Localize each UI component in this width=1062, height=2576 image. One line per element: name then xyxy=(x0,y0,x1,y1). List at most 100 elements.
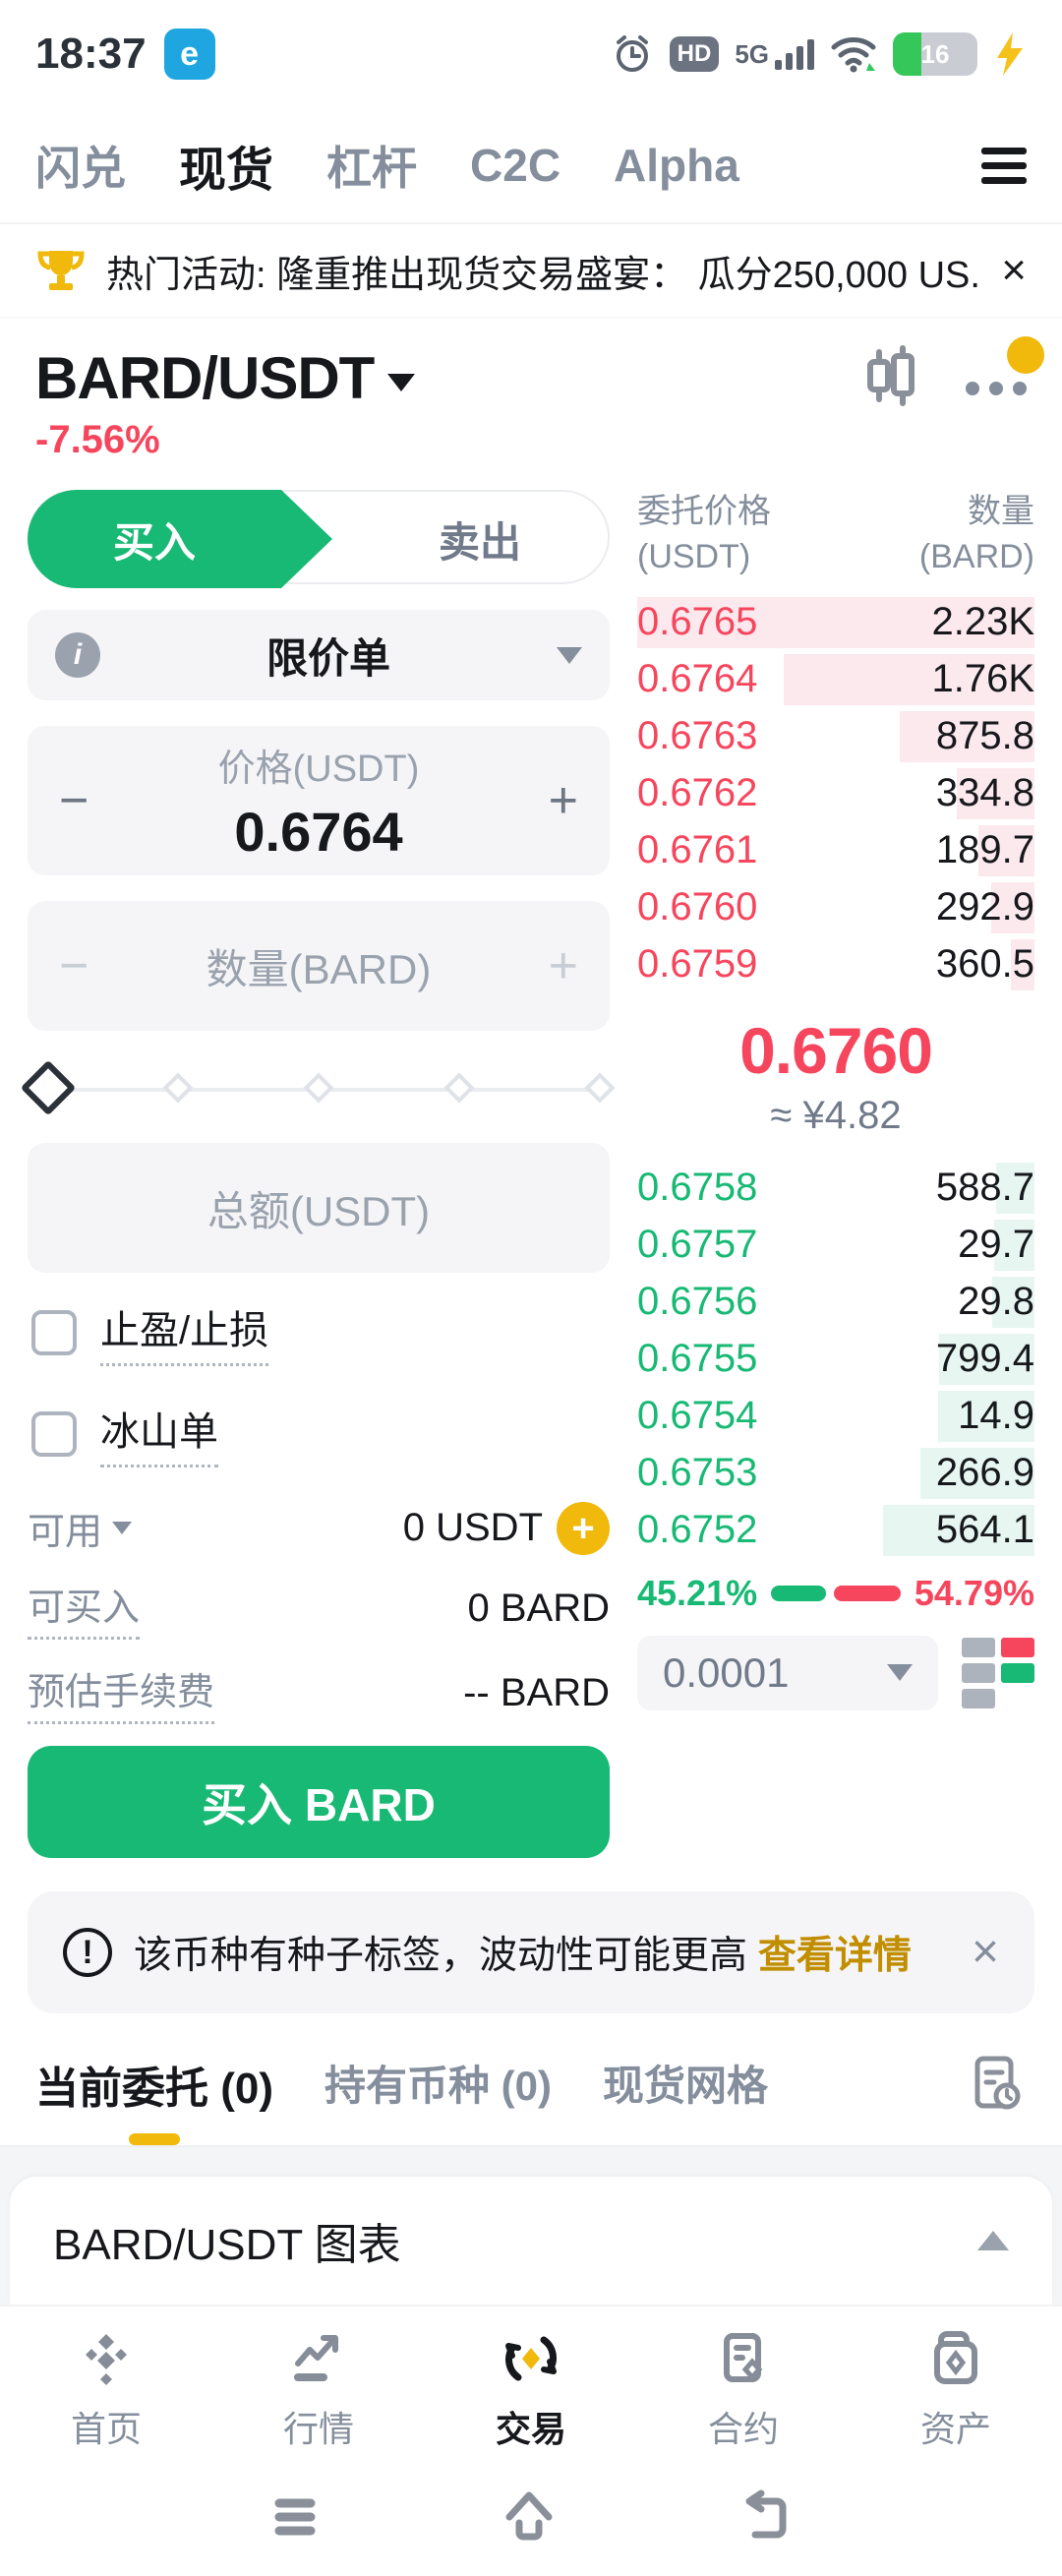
iceberg-label: 冰山单 xyxy=(100,1400,218,1468)
menu-icon[interactable] xyxy=(981,140,1027,192)
bottom-nav: 首页 行情 交易 合约 资产 xyxy=(0,2305,1062,2458)
android-home-icon[interactable] xyxy=(500,2487,559,2546)
ask-row[interactable]: 0.6765 2.23K xyxy=(637,594,1034,651)
tab-margin[interactable]: 杠杆 xyxy=(326,143,418,194)
depth-bar xyxy=(991,881,1034,933)
nav-home[interactable]: 首页 xyxy=(0,2326,212,2452)
deposit-plus-icon[interactable]: + xyxy=(557,1501,610,1555)
warning-close-icon[interactable]: × xyxy=(971,1926,999,1978)
order-history-icon[interactable] xyxy=(966,2053,1027,2114)
trophy-icon xyxy=(35,245,87,296)
tpsl-checkbox[interactable] xyxy=(31,1309,77,1355)
bid-row[interactable]: 0.6756 29.8 xyxy=(637,1274,1034,1331)
bid-row[interactable]: 0.6752 564.1 xyxy=(637,1502,1034,1559)
home-logo-icon xyxy=(86,2334,127,2385)
candlestick-chart-icon[interactable] xyxy=(859,344,922,407)
nav-trade[interactable]: 交易 xyxy=(425,2326,637,2452)
buy-submit-button[interactable]: 买入 BARD xyxy=(28,1746,610,1858)
iceberg-checkbox[interactable] xyxy=(31,1410,77,1457)
precision-select[interactable]: 0.0001 xyxy=(637,1635,938,1710)
tab-open-orders[interactable]: 当前委托 (0) xyxy=(35,2053,273,2145)
section-divider xyxy=(0,2145,1062,2147)
depth-bar xyxy=(899,710,1034,762)
available-row: 可用 0 USDT + xyxy=(28,1501,610,1555)
status-bar: 18:37 e HD 5G 16 xyxy=(0,0,1062,108)
bid-row[interactable]: 0.6753 266.9 xyxy=(637,1445,1034,1502)
depth-bar xyxy=(957,767,1034,819)
book-layout-icon[interactable] xyxy=(962,1637,1034,1708)
pair-change-percent: -7.56% xyxy=(35,418,160,461)
available-label-wrap[interactable]: 可用 xyxy=(28,1501,133,1555)
sell-tab[interactable]: 卖出 xyxy=(438,518,521,566)
pair-selector[interactable]: BARD/USDT xyxy=(35,344,416,412)
ask-row[interactable]: 0.6762 334.8 xyxy=(637,765,1034,822)
status-time: 18:37 xyxy=(35,30,147,78)
depth-bar xyxy=(883,1504,1034,1556)
total-field[interactable]: 总额(USDT) xyxy=(28,1143,610,1273)
fee-row: 预估手续费 -- BARD xyxy=(28,1661,610,1724)
last-price-block[interactable]: 0.6760 ≈ ¥4.82 xyxy=(637,993,1034,1160)
tab-spot[interactable]: 现货 xyxy=(179,145,274,197)
amount-field[interactable]: − 数量(BARD) + xyxy=(28,901,610,1031)
trade-swap-icon xyxy=(505,2336,557,2381)
nav-markets[interactable]: 行情 xyxy=(212,2326,425,2452)
nav-assets[interactable]: 资产 xyxy=(850,2326,1062,2452)
tpsl-label: 止盈/止损 xyxy=(100,1298,269,1366)
amount-slider[interactable] xyxy=(21,1056,616,1119)
assets-wallet-icon xyxy=(934,2331,977,2384)
ask-row[interactable]: 0.6759 360.5 xyxy=(637,936,1034,993)
tab-holdings[interactable]: 持有币种 (0) xyxy=(324,2063,553,2109)
buy-tab[interactable]: 买入 xyxy=(28,490,332,588)
promo-banner[interactable]: 热门活动: 隆重推出现货交易盛宴： 瓜分250,000 US... × xyxy=(0,224,1062,319)
more-options-icon[interactable] xyxy=(966,336,1044,395)
max-buy-label[interactable]: 可买入 xyxy=(28,1577,141,1640)
banner-close-icon[interactable]: × xyxy=(1001,246,1027,294)
chart-band: BARD/USDT 图表 xyxy=(0,2147,1062,2305)
bid-row[interactable]: 0.6755 799.4 xyxy=(637,1331,1034,1388)
price-plus-button[interactable]: + xyxy=(548,772,578,829)
slider-handle[interactable] xyxy=(21,1059,77,1116)
price-header: 委托价格 xyxy=(637,493,771,530)
price-minus-button[interactable]: − xyxy=(59,772,89,829)
tab-spot-grid[interactable]: 现货网格 xyxy=(603,2063,769,2109)
price-value[interactable]: 0.6764 xyxy=(234,801,403,863)
ask-row[interactable]: 0.6760 292.9 xyxy=(637,879,1034,936)
slider-step-icon[interactable] xyxy=(443,1072,475,1104)
iceberg-row[interactable]: 冰山单 xyxy=(31,1400,610,1468)
amount-minus-button[interactable]: − xyxy=(59,937,89,994)
android-nav-bar xyxy=(0,2458,1062,2576)
hd-icon: HD xyxy=(669,36,720,72)
fee-value: -- BARD xyxy=(463,1670,610,1714)
warning-text: 该币种有种子标签，波动性可能更高 xyxy=(134,1935,758,1977)
ask-row[interactable]: 0.6761 189.7 xyxy=(637,822,1034,879)
bid-row[interactable]: 0.6754 14.9 xyxy=(637,1388,1034,1445)
tpsl-row[interactable]: 止盈/止损 xyxy=(31,1298,610,1366)
price-label: 价格(USDT) xyxy=(217,749,420,790)
order-type-select[interactable]: i 限价单 xyxy=(28,610,610,700)
app-notification-icon: e xyxy=(163,29,215,80)
ask-row[interactable]: 0.6763 875.8 xyxy=(637,708,1034,765)
price-unit: (USDT) xyxy=(637,537,751,575)
tab-alpha[interactable]: Alpha xyxy=(614,140,739,191)
tab-convert[interactable]: 闪兑 xyxy=(35,143,126,194)
slider-step-icon[interactable] xyxy=(162,1072,194,1104)
slider-step-icon[interactable] xyxy=(303,1072,334,1104)
warning-details-link[interactable]: 查看详情 xyxy=(757,1935,912,1977)
amount-plus-button[interactable]: + xyxy=(548,937,578,994)
info-icon[interactable]: i xyxy=(55,632,100,678)
depth-ratio: 45.21% 54.79% xyxy=(637,1573,1034,1614)
bid-row[interactable]: 0.6757 29.7 xyxy=(637,1217,1034,1274)
price-field[interactable]: − 价格(USDT) 0.6764 + xyxy=(28,726,610,875)
depth-bar xyxy=(991,1276,1034,1328)
chart-panel-header[interactable]: BARD/USDT 图表 xyxy=(10,2177,1052,2305)
slider-step-icon[interactable] xyxy=(584,1072,616,1104)
android-menu-icon[interactable] xyxy=(267,2489,323,2545)
fee-label[interactable]: 预估手续费 xyxy=(28,1661,215,1724)
order-type-value: 限价单 xyxy=(266,634,390,682)
bid-row[interactable]: 0.6758 588.7 xyxy=(637,1160,1034,1217)
promo-banner-text[interactable]: 热门活动: 隆重推出现货交易盛宴： 瓜分250,000 US... xyxy=(106,254,982,296)
nav-futures[interactable]: 合约 xyxy=(637,2326,850,2452)
tab-c2c[interactable]: C2C xyxy=(470,140,561,191)
ask-row[interactable]: 0.6764 1.76K xyxy=(637,651,1034,708)
android-back-icon[interactable] xyxy=(736,2487,795,2546)
